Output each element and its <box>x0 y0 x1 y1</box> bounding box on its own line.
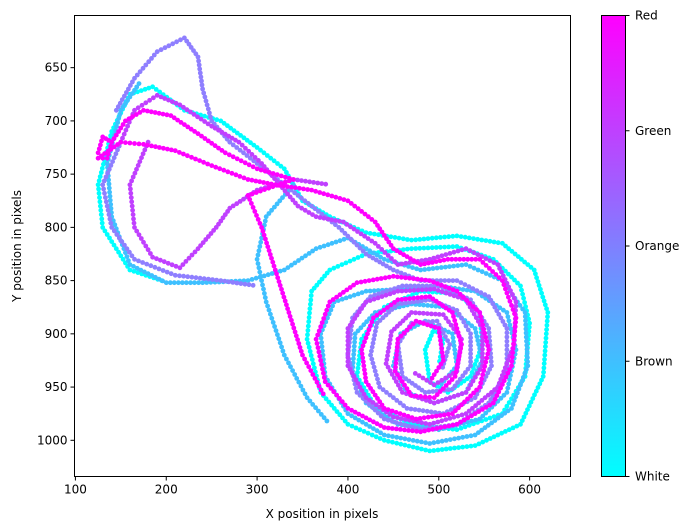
series-white <box>95 84 551 454</box>
y-tick-label: 1000 <box>37 433 68 447</box>
colorbar <box>601 15 626 477</box>
x-axis-ticks: 100 200 300 400 500 600 <box>64 476 541 497</box>
series-red <box>95 107 519 435</box>
y-tick-label: 900 <box>45 327 68 341</box>
scatter-points <box>95 35 551 454</box>
y-axis-ticks: 650 700 750 800 850 900 950 1000 <box>37 61 75 447</box>
y-tick-label: 850 <box>45 274 68 288</box>
colorbar-tick-label: Orange <box>635 239 679 253</box>
x-tick-label: 200 <box>155 483 178 497</box>
x-axis-label: X position in pixels <box>266 507 379 521</box>
series-green <box>118 92 519 427</box>
y-tick-label: 950 <box>45 380 68 394</box>
x-tick-label: 100 <box>64 483 87 497</box>
x-tick-label: 600 <box>518 483 541 497</box>
x-tick-label: 300 <box>246 483 269 497</box>
y-tick-label: 750 <box>45 167 68 181</box>
y-axis-label: Y position in pixels <box>10 190 24 303</box>
y-tick-label: 650 <box>45 61 68 75</box>
colorbar-tick-label: White <box>635 470 670 484</box>
colorbar-ticks: White Brown Orange Green Red <box>625 9 679 484</box>
x-tick-label: 400 <box>336 483 359 497</box>
plot-area-frame <box>74 15 571 477</box>
colorbar-tick-label: Brown <box>635 354 673 368</box>
colorbar-tick-label: Green <box>635 124 671 138</box>
y-tick-label: 800 <box>45 220 68 234</box>
y-tick-label: 700 <box>45 114 68 128</box>
x-tick-label: 500 <box>427 483 450 497</box>
colorbar-tick-label: Red <box>635 9 658 23</box>
